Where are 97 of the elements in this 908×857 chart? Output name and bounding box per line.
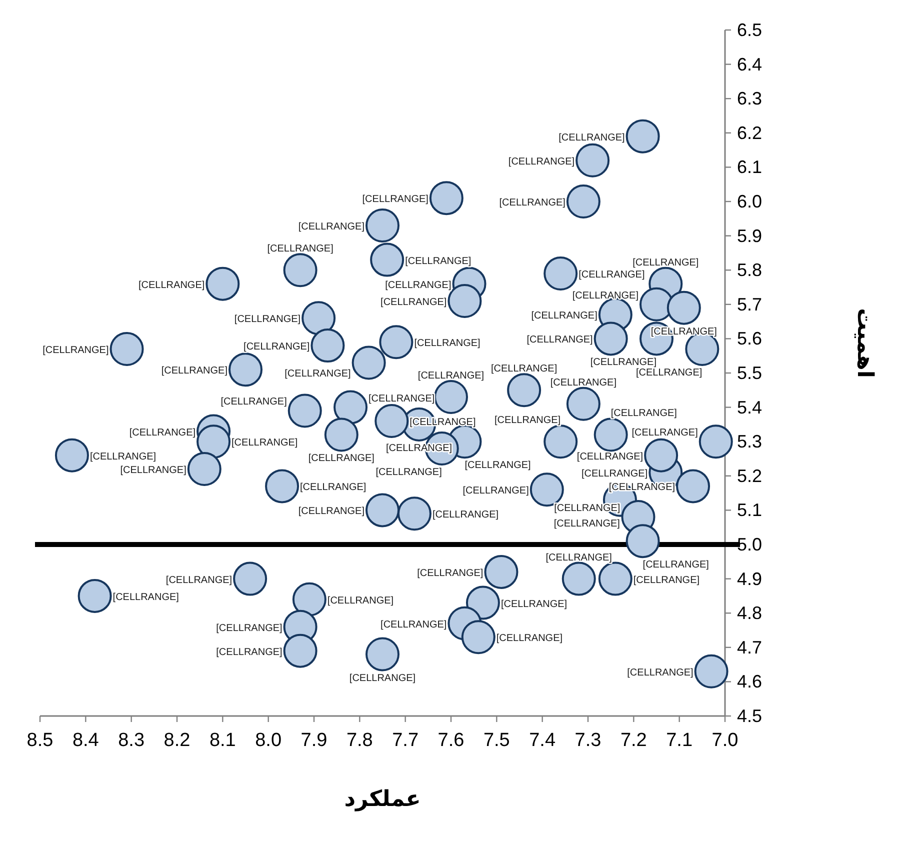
x-tick-label: 7.5: [483, 730, 510, 751]
text: [CELLRANGE]: [526, 334, 593, 346]
text: [CELLRANGE]: [405, 256, 472, 267]
x-tick-label: 8.2: [164, 730, 190, 751]
text: [CELLRANGE]: [572, 290, 638, 302]
x-tick-label: 7.0: [712, 730, 738, 751]
text: [CELLRANGE]: [161, 366, 228, 377]
text: [CELLRANGE]: [627, 667, 694, 678]
text: [CELLRANGE]: [120, 465, 186, 476]
x-tick-label: 8.5: [26, 730, 54, 751]
text: [CELLRANGE]: [90, 451, 156, 462]
text: [CELLRANGE]: [385, 280, 452, 291]
y-tick-label: 4.7: [737, 637, 762, 658]
text: [CELLRANGE]: [267, 244, 334, 255]
text: [CELLRANGE]: [432, 510, 499, 521]
text: [CELLRANGE]: [418, 370, 484, 382]
text: [CELLRANGE]: [642, 560, 709, 571]
y-tick-label: 5.4: [737, 397, 762, 418]
text: [CELLRANGE]: [234, 314, 301, 326]
y-tick-label: 5.9: [737, 226, 762, 246]
x-tick-label: 7.1: [666, 730, 693, 751]
text: [CELLRANGE]: [633, 574, 700, 586]
text: [CELLRANGE]: [546, 552, 612, 564]
text: [CELLRANGE]: [590, 357, 656, 368]
text: [CELLRANGE]: [417, 568, 484, 579]
x-tick-label: 7.4: [529, 730, 556, 751]
text: [CELLRANGE]: [138, 280, 205, 291]
text: [CELLRANGE]: [298, 222, 364, 233]
text: [CELLRANGE]: [632, 428, 698, 439]
x-tick-label: 7.8: [346, 730, 373, 751]
x-tick-label: 7.9: [300, 730, 328, 751]
text: [CELLRANGE]: [464, 460, 531, 472]
text: [CELLRANGE]: [500, 598, 568, 610]
text: [CELLRANGE]: [42, 344, 109, 356]
text: [CELLRANGE]: [531, 310, 598, 322]
text: [CELLRANGE]: [494, 415, 561, 426]
text: [CELLRANGE]: [576, 451, 644, 462]
text: [CELLRANGE]: [216, 646, 282, 658]
x-tick-label: 7.3: [574, 730, 602, 751]
text: [CELLRANGE]: [490, 364, 558, 375]
y-axis-title: اهمیت: [853, 308, 878, 378]
text: [CELLRANGE]: [380, 619, 447, 630]
x-axis-title: عملکرد: [344, 786, 421, 812]
y-tick-label: 5.2: [737, 466, 762, 486]
y-tick-label: 6.0: [737, 192, 762, 212]
y-tick-label: 5.1: [737, 500, 762, 520]
text: [CELLRANGE]: [232, 438, 298, 449]
text: [CELLRANGE]: [129, 427, 196, 438]
y-tick-label: 4.5: [737, 706, 762, 726]
y-tick-label: 6.2: [737, 122, 762, 143]
x-tick-label: 8.1: [209, 730, 236, 751]
text: [CELLRANGE]: [414, 338, 480, 350]
text: [CELLRANGE]: [496, 633, 563, 644]
x-tick-label: 8.3: [118, 730, 145, 751]
y-tick-label: 4.8: [737, 603, 762, 624]
text: [CELLRANGE]: [349, 672, 416, 684]
text: [CELLRANGE]: [578, 270, 645, 281]
y-tick-label: 5.8: [737, 260, 762, 280]
text: [CELLRANGE]: [610, 408, 677, 420]
text: [CELLRANGE]: [112, 592, 179, 603]
y-tick-label: 5.7: [737, 294, 762, 314]
text: [CELLRANGE]: [636, 367, 702, 378]
text: [CELLRANGE]: [216, 622, 282, 634]
y-tick-label: 4.9: [737, 568, 762, 589]
text: [CELLRANGE]: [220, 396, 287, 408]
x-tick-label: 7.2: [620, 730, 647, 751]
text: [CELLRANGE]: [554, 518, 620, 530]
text: [CELLRANGE]: [244, 342, 310, 353]
text: [CELLRANGE]: [284, 368, 351, 380]
y-tick-label: 6.1: [737, 157, 762, 178]
text: [CELLRANGE]: [558, 132, 625, 144]
y-tick-label: 4.6: [737, 672, 762, 692]
text: [CELLRANGE]: [462, 486, 529, 497]
y-tick-label: 5.3: [737, 432, 762, 452]
text: [CELLRANGE]: [632, 257, 699, 268]
y-tick-label: 6.3: [737, 88, 762, 109]
text: [CELLRANGE]: [166, 574, 232, 586]
text: [CELLRANGE]: [508, 156, 575, 168]
text: [CELLRANGE]: [308, 453, 374, 464]
y-tick-label: 5.6: [737, 328, 762, 349]
text: [CELLRANGE]: [499, 198, 566, 208]
y-tick-label: 6.4: [737, 54, 762, 74]
text: [CELLRANGE]: [298, 506, 364, 518]
text: [CELLRANGE]: [380, 296, 447, 308]
x-tick-label: 7.6: [438, 730, 464, 751]
x-tick-label: 8.4: [72, 730, 100, 751]
y-tick-label: 5.5: [737, 363, 762, 383]
text: [CELLRANGE]: [368, 393, 435, 404]
x-tick-label: 8.0: [255, 730, 282, 751]
text: [CELLRANGE]: [300, 482, 366, 494]
text: [CELLRANGE]: [327, 595, 394, 606]
text: [CELLRANGE]: [362, 194, 428, 206]
text: [CELLRANGE]: [581, 468, 648, 480]
text: [CELLRANGE]: [376, 466, 442, 478]
text: [CELLRANGE]: [550, 377, 617, 388]
x-tick-label: 7.7: [392, 730, 419, 751]
y-tick-label: 6.5: [737, 20, 762, 40]
